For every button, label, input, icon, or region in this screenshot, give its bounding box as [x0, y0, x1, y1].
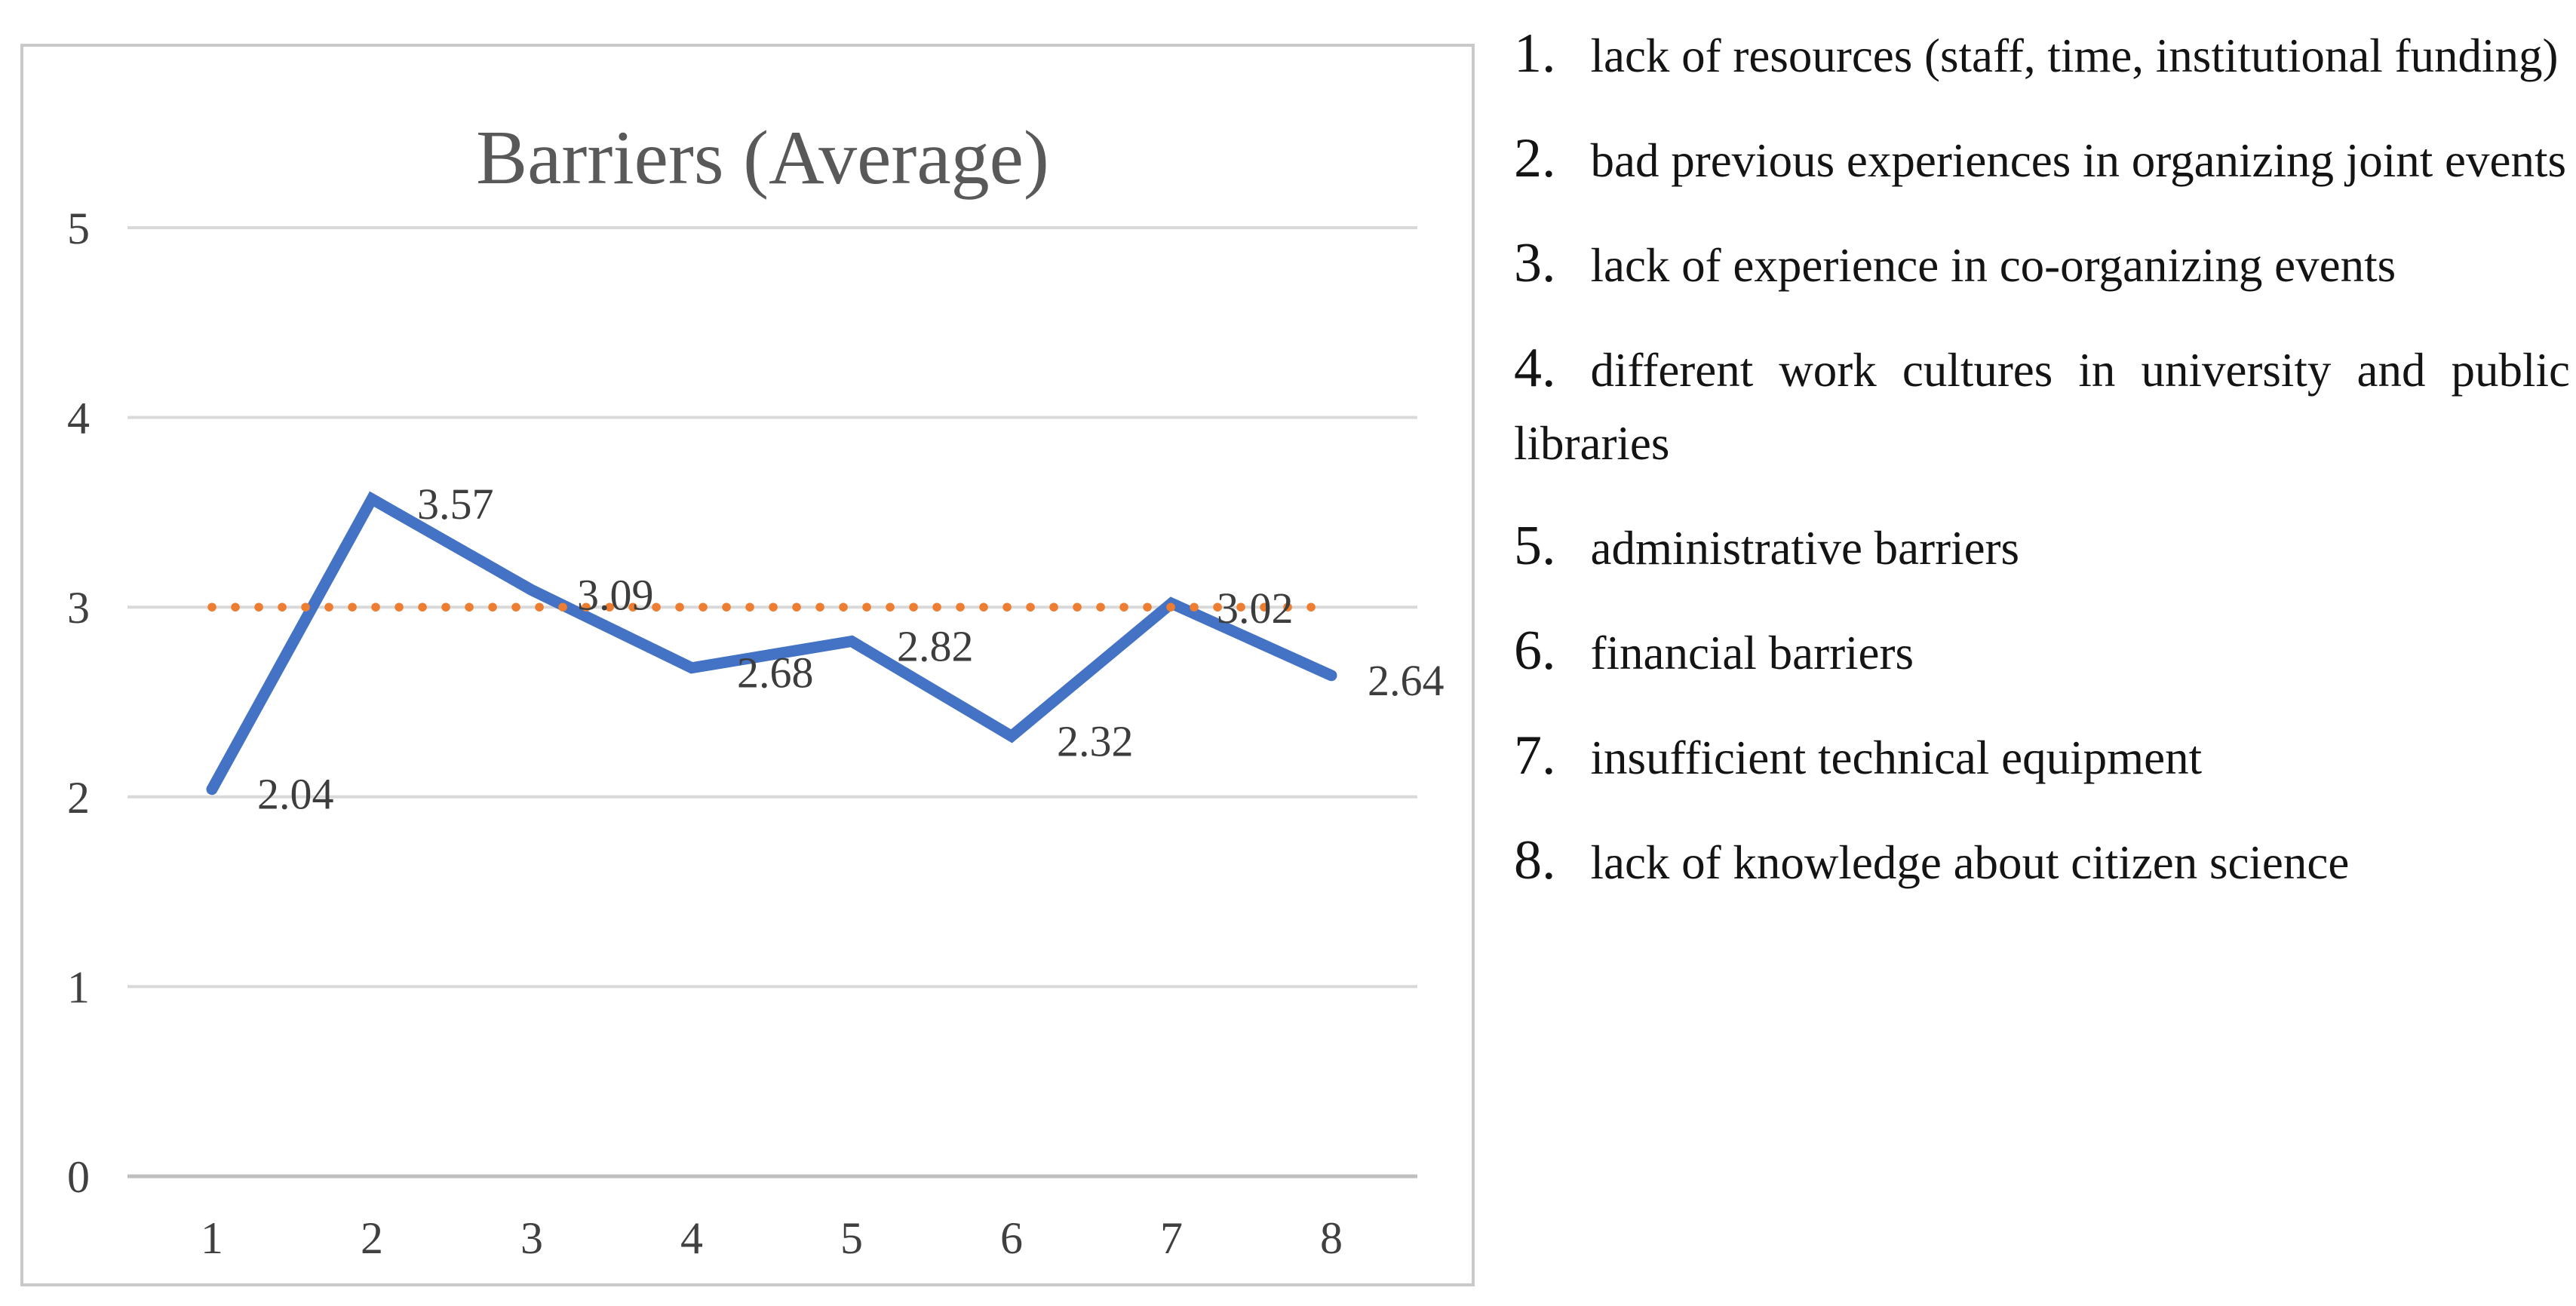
legend-item: 7. insufficient technical equipment — [1514, 725, 2203, 786]
y-tick-label: 3 — [67, 583, 90, 633]
data-label: 2.64 — [1368, 656, 1445, 705]
x-tick-label: 8 — [1320, 1213, 1343, 1263]
legend-item: 4. different work cultures in university … — [1514, 337, 2570, 470]
series-line — [206, 491, 1337, 796]
legend-item: 5. administrative barriers — [1514, 515, 2020, 577]
data-label: 2.32 — [1057, 716, 1134, 765]
legend-list: 1. lack of resources (staff, time, instit… — [1514, 20, 2570, 931]
data-label: 2.68 — [737, 648, 814, 697]
x-tick-label: 6 — [1000, 1213, 1023, 1263]
x-tick-label: 5 — [840, 1213, 863, 1263]
y-tick-label: 2 — [67, 773, 90, 823]
chart-title: Barriers (Average) — [476, 115, 1049, 201]
chart-panel: Barriers (Average) 2.04 3.57 3.09 2.68 2.82 2… — [20, 44, 1475, 1286]
x-tick-label: 2 — [361, 1213, 383, 1263]
legend-item-number: 5. — [1514, 515, 1556, 577]
data-label: 3.09 — [577, 571, 654, 620]
x-tick-label: 7 — [1160, 1213, 1183, 1263]
chart-plot-area: 2.04 3.57 3.09 2.68 2.82 2.32 3.02 2.64 0 1 2 3 4 5 1 2… — [67, 204, 1445, 1263]
legend-item: 6. financial barriers — [1514, 620, 1914, 682]
data-label: 2.04 — [257, 770, 334, 819]
x-tick-label: 1 — [201, 1213, 223, 1263]
y-tick-label: 4 — [67, 394, 90, 443]
legend-item-number: 4. — [1514, 337, 1556, 399]
legend-item: 2. bad previous experiences in organizing… — [1514, 127, 2566, 189]
x-tick-label: 4 — [680, 1213, 703, 1263]
legend-item-number: 3. — [1514, 232, 1556, 294]
legend-item-number: 1. — [1514, 23, 1556, 84]
legend-item-number: 2. — [1514, 127, 1556, 189]
legend-item: 8. lack of knowledge about citizen scienc… — [1514, 829, 2350, 891]
legend-item: 3. lack of experience in co-organizing ev… — [1514, 232, 2396, 294]
data-label: 3.02 — [1217, 584, 1294, 633]
legend-item-number: 8. — [1514, 829, 1556, 891]
legend-item-number: 7. — [1514, 725, 1556, 786]
legend-item-number: 6. — [1514, 620, 1556, 682]
data-label: 2.82 — [897, 621, 974, 670]
data-label: 3.57 — [417, 480, 494, 529]
y-tick-label: 1 — [67, 962, 90, 1012]
y-tick-label: 0 — [67, 1152, 90, 1202]
y-tick-label: 5 — [67, 204, 90, 253]
legend-item: 1. lack of resources (staff, time, instit… — [1514, 23, 2559, 84]
x-tick-label: 3 — [520, 1213, 543, 1263]
